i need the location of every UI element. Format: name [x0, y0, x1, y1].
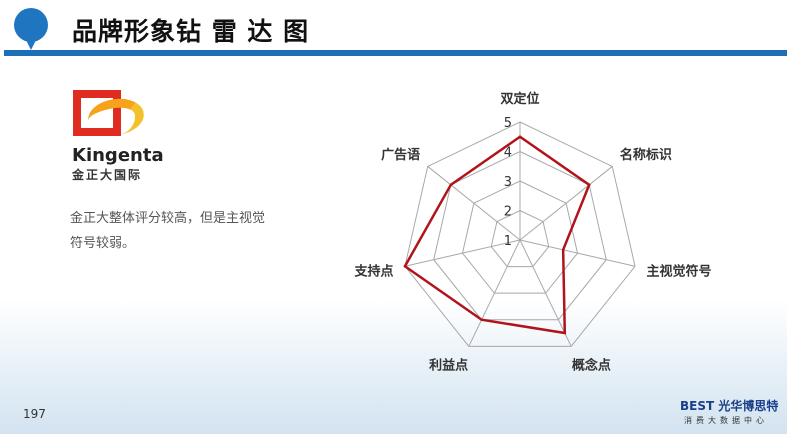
data-point [561, 248, 565, 252]
grid-spoke [519, 239, 572, 347]
description-text: 金正大整体评分较高，但是主视觉符号较弱。 [70, 211, 266, 251]
tick-label: 2 [504, 205, 512, 220]
data-point [403, 265, 407, 268]
data-point [449, 183, 453, 187]
skyline-background [0, 300, 787, 434]
page-title: 品牌形象钻 雷 达 图 [72, 17, 310, 46]
axis-label: 名称标识 [620, 147, 672, 163]
grid-spoke [468, 239, 521, 347]
axis-label: 支持点 [353, 264, 393, 280]
grid-ring [490, 209, 550, 268]
grid-ring [433, 150, 607, 321]
grid-spoke [404, 239, 521, 267]
data-point [518, 135, 522, 138]
footer-brand: BEST 光华博思特 [680, 399, 779, 413]
axis-label: 概念点 [572, 357, 611, 373]
kingenta-logo-mark [73, 90, 121, 136]
logo-pin-icon [14, 8, 48, 50]
grid-ring [461, 180, 579, 294]
grid-spoke [519, 239, 636, 267]
axis-label: 利益点 [429, 357, 468, 373]
tick-label: 4 [504, 146, 512, 161]
data-point [480, 318, 483, 321]
tick-label: 5 [504, 116, 512, 131]
data-point [587, 183, 591, 187]
series-line [403, 135, 591, 335]
tick-label: 1 [504, 234, 512, 249]
grid-ring [404, 121, 636, 347]
footer-brand-sub: 消费大数据中心 [684, 416, 768, 425]
header-divider [4, 50, 787, 56]
axis-label: 主视觉符号 [647, 264, 712, 280]
data-point [563, 331, 566, 335]
axis-label: 双定位 [500, 91, 539, 107]
logo-name-en: Kingenta [72, 145, 164, 166]
grid-spoke [427, 166, 521, 241]
axis-label: 广告语 [381, 147, 420, 163]
tick-label: 3 [504, 175, 512, 190]
grid-spoke [519, 166, 613, 241]
page-number: 197 [23, 407, 46, 421]
logo-name-cn: 金正大国际 [72, 168, 143, 182]
